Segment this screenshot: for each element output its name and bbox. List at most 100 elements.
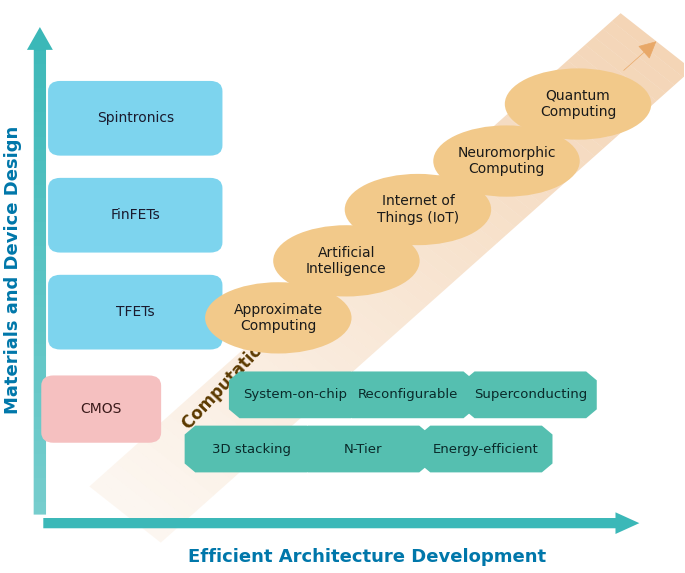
Ellipse shape — [345, 174, 491, 245]
Polygon shape — [134, 439, 214, 503]
Text: Spintronics: Spintronics — [97, 111, 174, 125]
Polygon shape — [275, 313, 356, 377]
Polygon shape — [204, 376, 285, 440]
Polygon shape — [532, 84, 612, 148]
Bar — [34, 490, 46, 503]
Polygon shape — [151, 423, 232, 488]
Polygon shape — [107, 463, 187, 527]
Polygon shape — [399, 202, 479, 266]
Polygon shape — [240, 344, 320, 409]
Text: Approximate
Computing: Approximate Computing — [234, 303, 323, 333]
Polygon shape — [461, 147, 542, 211]
FancyBboxPatch shape — [48, 81, 223, 156]
Polygon shape — [612, 13, 685, 77]
Polygon shape — [420, 426, 553, 472]
Text: TFETs: TFETs — [116, 305, 155, 319]
Polygon shape — [89, 478, 170, 543]
Bar — [34, 320, 46, 332]
FancyArrow shape — [43, 512, 639, 534]
Bar — [34, 64, 46, 76]
Text: System-on-chip: System-on-chip — [243, 388, 347, 401]
Bar — [34, 356, 46, 368]
Bar — [34, 210, 46, 222]
Polygon shape — [541, 76, 621, 140]
Polygon shape — [585, 37, 666, 101]
Polygon shape — [506, 108, 586, 172]
Text: Neuromorphic
Computing: Neuromorphic Computing — [458, 146, 556, 176]
Polygon shape — [426, 179, 506, 243]
Bar — [34, 417, 46, 429]
Text: Internet of
Things (IoT): Internet of Things (IoT) — [377, 194, 459, 225]
Polygon shape — [142, 431, 223, 496]
Bar — [34, 380, 46, 393]
Bar — [34, 295, 46, 307]
Polygon shape — [258, 329, 338, 393]
Bar — [34, 332, 46, 344]
Bar — [34, 503, 46, 515]
FancyBboxPatch shape — [48, 275, 223, 350]
Bar — [34, 76, 46, 88]
Bar — [34, 466, 46, 478]
Text: Energy-efficient: Energy-efficient — [433, 442, 539, 456]
Polygon shape — [417, 187, 497, 251]
FancyArrow shape — [27, 27, 53, 515]
Polygon shape — [464, 371, 597, 418]
Polygon shape — [125, 447, 205, 511]
Polygon shape — [408, 195, 488, 259]
Polygon shape — [559, 61, 639, 125]
Ellipse shape — [273, 225, 420, 296]
Bar — [34, 52, 46, 64]
Bar — [34, 344, 46, 356]
Polygon shape — [594, 29, 675, 93]
Polygon shape — [231, 352, 311, 417]
Polygon shape — [603, 21, 683, 85]
Polygon shape — [523, 92, 603, 156]
Polygon shape — [266, 321, 347, 385]
Text: Reconfigurable: Reconfigurable — [358, 388, 458, 401]
Polygon shape — [452, 155, 533, 219]
Polygon shape — [337, 258, 418, 322]
Text: CMOS: CMOS — [81, 402, 122, 416]
Polygon shape — [514, 100, 595, 164]
Polygon shape — [364, 234, 444, 298]
Polygon shape — [550, 68, 630, 132]
Polygon shape — [178, 400, 258, 464]
Polygon shape — [576, 45, 657, 109]
Text: Materials and Device Design: Materials and Device Design — [3, 125, 22, 414]
Polygon shape — [195, 384, 276, 448]
Polygon shape — [116, 455, 196, 519]
Polygon shape — [435, 171, 515, 235]
Bar — [34, 393, 46, 405]
Bar — [34, 100, 46, 112]
Polygon shape — [187, 392, 267, 456]
Polygon shape — [390, 210, 471, 274]
Polygon shape — [479, 132, 559, 195]
Bar — [34, 124, 46, 137]
Polygon shape — [373, 226, 453, 291]
Polygon shape — [297, 426, 430, 472]
Text: Quantum
Computing: Quantum Computing — [540, 89, 616, 119]
Polygon shape — [229, 371, 362, 418]
Ellipse shape — [505, 68, 651, 140]
Text: 3D stacking: 3D stacking — [212, 442, 290, 456]
Polygon shape — [497, 116, 577, 180]
Polygon shape — [346, 250, 427, 314]
Polygon shape — [382, 218, 462, 282]
Text: Computational Model Development: Computational Model Development — [179, 180, 419, 433]
Bar — [34, 173, 46, 186]
Polygon shape — [328, 266, 409, 329]
Bar — [34, 454, 46, 466]
Bar — [34, 478, 46, 490]
Polygon shape — [567, 53, 648, 117]
Polygon shape — [222, 360, 303, 425]
FancyBboxPatch shape — [41, 375, 161, 443]
Bar — [34, 234, 46, 246]
Bar — [34, 429, 46, 441]
FancyBboxPatch shape — [48, 178, 223, 253]
Polygon shape — [302, 289, 382, 354]
Bar — [34, 161, 46, 173]
Polygon shape — [293, 297, 373, 362]
Bar — [34, 441, 46, 454]
Bar — [34, 246, 46, 258]
Bar — [34, 368, 46, 380]
